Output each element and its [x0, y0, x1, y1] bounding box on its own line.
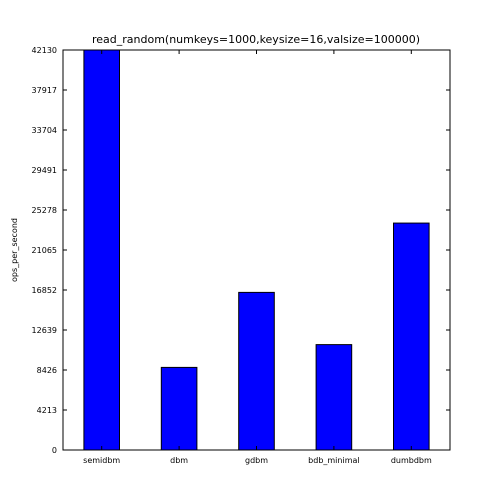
bar-gdbm: [238, 291, 275, 451]
y-tick-label-16852: 16852: [32, 286, 57, 295]
chart-title: read_random(numkeys=1000,keysize=16,vals…: [92, 33, 420, 46]
y-axis-label: ops_per_second: [10, 218, 19, 282]
x-tick-label-semidbm: semidbm: [83, 456, 120, 465]
y-tick-label-29491: 29491: [32, 166, 57, 175]
x-tick-label-gdbm: gdbm: [245, 456, 268, 465]
y-tick-label-25278: 25278: [32, 206, 57, 215]
x-tick-label-dbm: dbm: [170, 456, 188, 465]
y-tick-label-42130: 42130: [32, 46, 57, 55]
x-tick-label-dumbdbm: dumbdbm: [391, 456, 432, 465]
bar-dbm: [160, 366, 198, 451]
y-tick-label-0: 0: [52, 446, 57, 455]
bars-group: [83, 49, 430, 451]
y-tick-label-4213: 4213: [37, 406, 57, 415]
plot-frame: [62, 49, 451, 451]
bar-dumbdbm: [393, 222, 430, 451]
bar-semidbm: [83, 49, 120, 451]
y-tick-label-33704: 33704: [32, 126, 57, 135]
y-tick-label-21065: 21065: [32, 246, 57, 255]
bar-bdb_minimal: [315, 344, 353, 451]
y-tick-label-12639: 12639: [32, 326, 57, 335]
x-tick-label-bdb_minimal: bdb_minimal: [308, 456, 359, 465]
ticks-group: semidbm dbm gdbm bdb_minimal dumbdbm 0 4213 842…: [32, 46, 450, 465]
y-tick-label-37917: 37917: [32, 86, 57, 95]
y-tick-label-8426: 8426: [37, 366, 57, 375]
